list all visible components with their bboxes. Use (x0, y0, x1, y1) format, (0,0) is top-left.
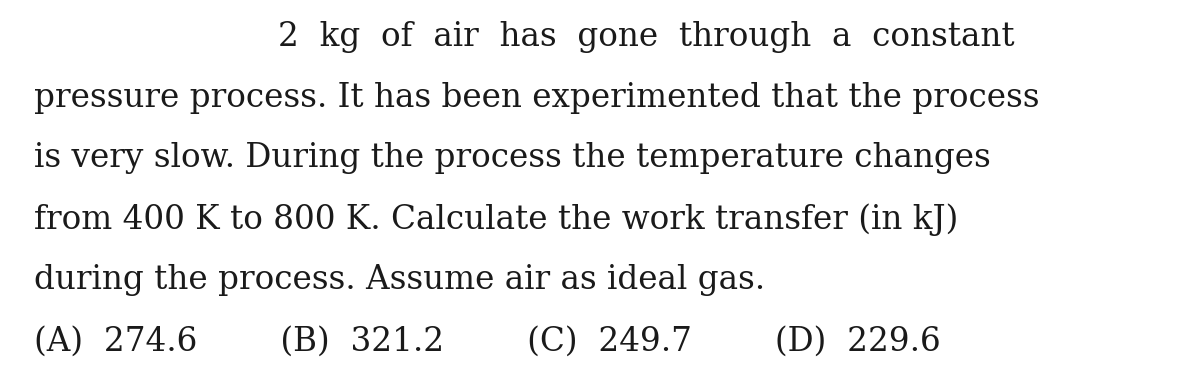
Text: (A)  274.6        (B)  321.2        (C)  249.7        (D)  229.6: (A) 274.6 (B) 321.2 (C) 249.7 (D) 229.6 (34, 325, 941, 358)
Text: during the process. Assume air as ideal gas.: during the process. Assume air as ideal … (34, 264, 764, 297)
Text: pressure process. It has been experimented that the process: pressure process. It has been experiment… (34, 82, 1039, 114)
Text: is very slow. During the process the temperature changes: is very slow. During the process the tem… (34, 142, 990, 175)
Text: from 400 K to 800 K. Calculate the work transfer (in kJ): from 400 K to 800 K. Calculate the work … (34, 203, 958, 236)
Text: 2  kg  of  air  has  gone  through  a  constant: 2 kg of air has gone through a constant (278, 21, 1015, 53)
